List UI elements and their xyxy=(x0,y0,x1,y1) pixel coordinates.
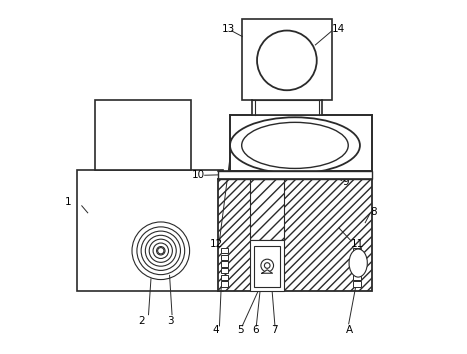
Polygon shape xyxy=(262,270,272,273)
Text: 7: 7 xyxy=(271,325,277,336)
Ellipse shape xyxy=(230,117,360,173)
Bar xyxy=(218,179,372,291)
Text: A: A xyxy=(346,325,353,336)
Bar xyxy=(220,261,228,267)
Text: 10: 10 xyxy=(191,170,205,180)
Text: 13: 13 xyxy=(222,24,235,34)
Bar xyxy=(353,268,361,273)
Text: 9: 9 xyxy=(342,177,349,187)
Bar xyxy=(242,19,332,100)
Bar xyxy=(77,170,223,291)
Text: 6: 6 xyxy=(253,325,259,336)
Bar xyxy=(95,100,191,170)
Bar xyxy=(250,240,284,291)
Text: 3: 3 xyxy=(168,316,174,326)
Circle shape xyxy=(264,263,270,268)
Circle shape xyxy=(261,259,274,272)
Bar xyxy=(353,248,361,253)
Bar xyxy=(220,255,228,260)
Bar xyxy=(230,115,372,171)
Bar xyxy=(353,255,361,260)
Bar xyxy=(220,281,228,287)
Bar xyxy=(254,246,280,287)
Text: 1: 1 xyxy=(65,196,71,207)
Text: 12: 12 xyxy=(210,239,223,250)
Bar xyxy=(353,281,361,287)
Text: 8: 8 xyxy=(370,207,377,217)
Bar xyxy=(252,100,322,115)
Circle shape xyxy=(158,247,164,254)
Bar xyxy=(353,275,361,280)
Text: 4: 4 xyxy=(212,325,219,336)
Bar xyxy=(220,275,228,280)
Text: 11: 11 xyxy=(350,239,364,250)
Bar xyxy=(250,179,284,240)
Text: 5: 5 xyxy=(237,325,244,336)
Bar xyxy=(220,248,228,253)
Bar xyxy=(353,261,361,267)
Text: 14: 14 xyxy=(332,24,345,34)
Bar xyxy=(250,179,284,291)
Bar xyxy=(220,268,228,273)
Ellipse shape xyxy=(242,122,348,169)
Ellipse shape xyxy=(349,249,368,277)
Bar xyxy=(218,171,372,179)
Text: 2: 2 xyxy=(138,316,145,326)
